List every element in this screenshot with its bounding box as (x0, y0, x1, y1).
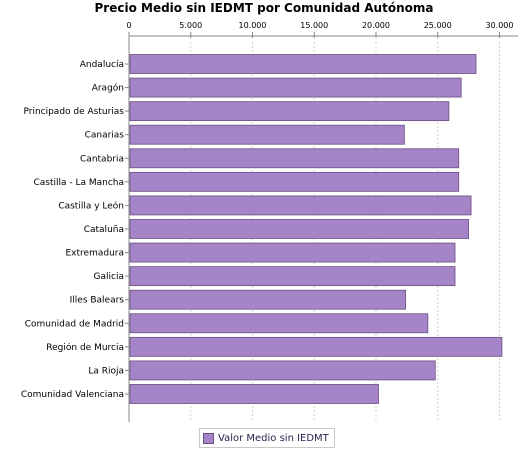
category-label: Galicia (94, 272, 124, 282)
bar (129, 148, 460, 169)
y-axis-categories: Andalucía Aragón Principado de Asturias Can… (21, 60, 124, 400)
x-tick-label: 15.000 (300, 21, 328, 30)
x-tick-label: 30.000 (485, 21, 513, 30)
category-label: Comunidad de Madrid (25, 319, 124, 329)
bar (129, 195, 472, 216)
bar (129, 242, 456, 263)
bar (129, 219, 470, 239)
legend-label: Valor Medio sin IEDMT (218, 432, 329, 444)
category-label: Castilla y León (58, 200, 124, 211)
legend-swatch (203, 432, 214, 444)
category-label: Comunidad Valenciana (21, 390, 124, 400)
x-tick-label: 10.000 (238, 21, 266, 30)
category-label: Región de Murcia (46, 342, 124, 353)
x-tick-label: 20.000 (362, 21, 390, 30)
category-label: Cantabria (80, 154, 124, 164)
x-tick-label: 25.000 (424, 21, 452, 30)
category-label: La Rioja (88, 366, 124, 376)
category-label: Andalucía (80, 60, 124, 70)
x-tick-label: 0 (126, 21, 131, 30)
bar (129, 171, 460, 192)
bars (129, 54, 503, 404)
chart-title: Precio Medio sin IEDMT por Comunidad Aut… (95, 1, 434, 15)
bar (129, 384, 379, 404)
bar (129, 124, 405, 145)
bar (129, 289, 407, 310)
category-label: Principado de Asturias (23, 107, 124, 117)
bar (129, 77, 462, 98)
bar (129, 101, 450, 122)
bar (129, 266, 456, 287)
axes (125, 35, 518, 422)
category-label: Cataluña (84, 225, 124, 235)
category-label: Canarias (85, 131, 125, 141)
category-label: Illes Balears (70, 296, 125, 306)
legend: Valor Medio sin IEDMT (199, 428, 335, 448)
category-label: Aragón (92, 83, 124, 94)
bar (129, 360, 436, 381)
bar (129, 54, 477, 74)
x-axis-ticks: 0 5.000 10.000 15.000 20.000 25.000 30.000 (126, 21, 513, 38)
bar (129, 336, 503, 357)
bar (129, 313, 429, 334)
category-label: Castilla - La Mancha (33, 178, 124, 188)
category-label: Extremadura (66, 249, 125, 259)
x-tick-label: 5.000 (179, 21, 202, 30)
